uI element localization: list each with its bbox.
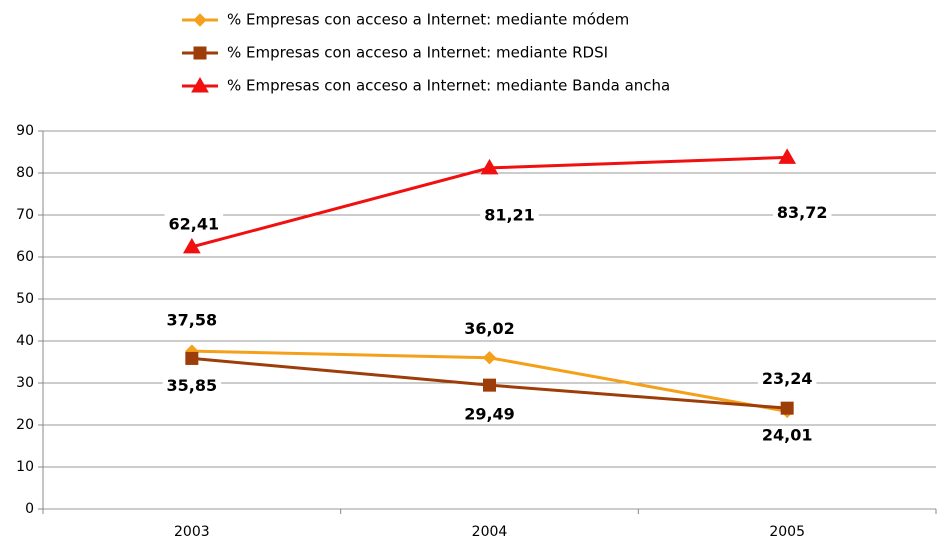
y-tick-label: 80 bbox=[16, 165, 34, 181]
marker bbox=[185, 351, 199, 365]
marker bbox=[480, 158, 499, 175]
y-tick-label: 0 bbox=[25, 501, 34, 517]
legend-text: % Empresas con acceso a Internet: median… bbox=[227, 44, 608, 62]
marker bbox=[193, 46, 207, 60]
legend-text: % Empresas con acceso a Internet: median… bbox=[227, 77, 670, 95]
marker bbox=[780, 401, 794, 415]
label-bg bbox=[162, 310, 222, 330]
data-label: 23,24 bbox=[762, 369, 813, 388]
x-tick-label: 2005 bbox=[769, 524, 805, 538]
data-label: 24,01 bbox=[762, 426, 813, 445]
data-label: 36,02 bbox=[464, 319, 515, 338]
marker bbox=[482, 351, 497, 365]
y-tick-label: 50 bbox=[16, 291, 34, 307]
marker bbox=[778, 148, 797, 164]
label-bg bbox=[757, 425, 817, 445]
legend-item: % Empresas con acceso a Internet: median… bbox=[182, 11, 629, 29]
legend-text: % Empresas con acceso a Internet: median… bbox=[227, 11, 629, 29]
label-bg bbox=[164, 214, 224, 234]
y-tick-label: 10 bbox=[16, 459, 34, 475]
y-tick-label: 60 bbox=[16, 249, 34, 265]
data-label: 81,21 bbox=[484, 205, 535, 224]
marker bbox=[191, 76, 209, 93]
data-label: 62,41 bbox=[169, 214, 220, 233]
data-label: 83,72 bbox=[777, 203, 828, 222]
label-bg bbox=[480, 205, 539, 225]
x-tick-label: 2003 bbox=[174, 524, 210, 538]
label-bg bbox=[162, 375, 222, 395]
marker bbox=[483, 378, 496, 392]
label-bg bbox=[460, 319, 519, 339]
legend-item: % Empresas con acceso a Internet: median… bbox=[182, 44, 608, 62]
label-bg bbox=[772, 202, 832, 222]
label-bg bbox=[460, 404, 519, 424]
x-tick-label: 2004 bbox=[472, 524, 508, 538]
label-bg bbox=[757, 368, 817, 388]
marker bbox=[182, 237, 201, 254]
data-label: 29,49 bbox=[464, 405, 515, 424]
data-label: 35,85 bbox=[167, 376, 218, 395]
data-label: 37,58 bbox=[167, 311, 218, 330]
y-tick-label: 90 bbox=[16, 123, 34, 139]
marker bbox=[193, 13, 207, 27]
y-tick-label: 40 bbox=[16, 333, 34, 349]
y-tick-label: 30 bbox=[16, 375, 34, 391]
legend-item: % Empresas con acceso a Internet: median… bbox=[182, 77, 670, 95]
y-tick-label: 70 bbox=[16, 207, 34, 223]
y-tick-label: 20 bbox=[16, 417, 34, 433]
